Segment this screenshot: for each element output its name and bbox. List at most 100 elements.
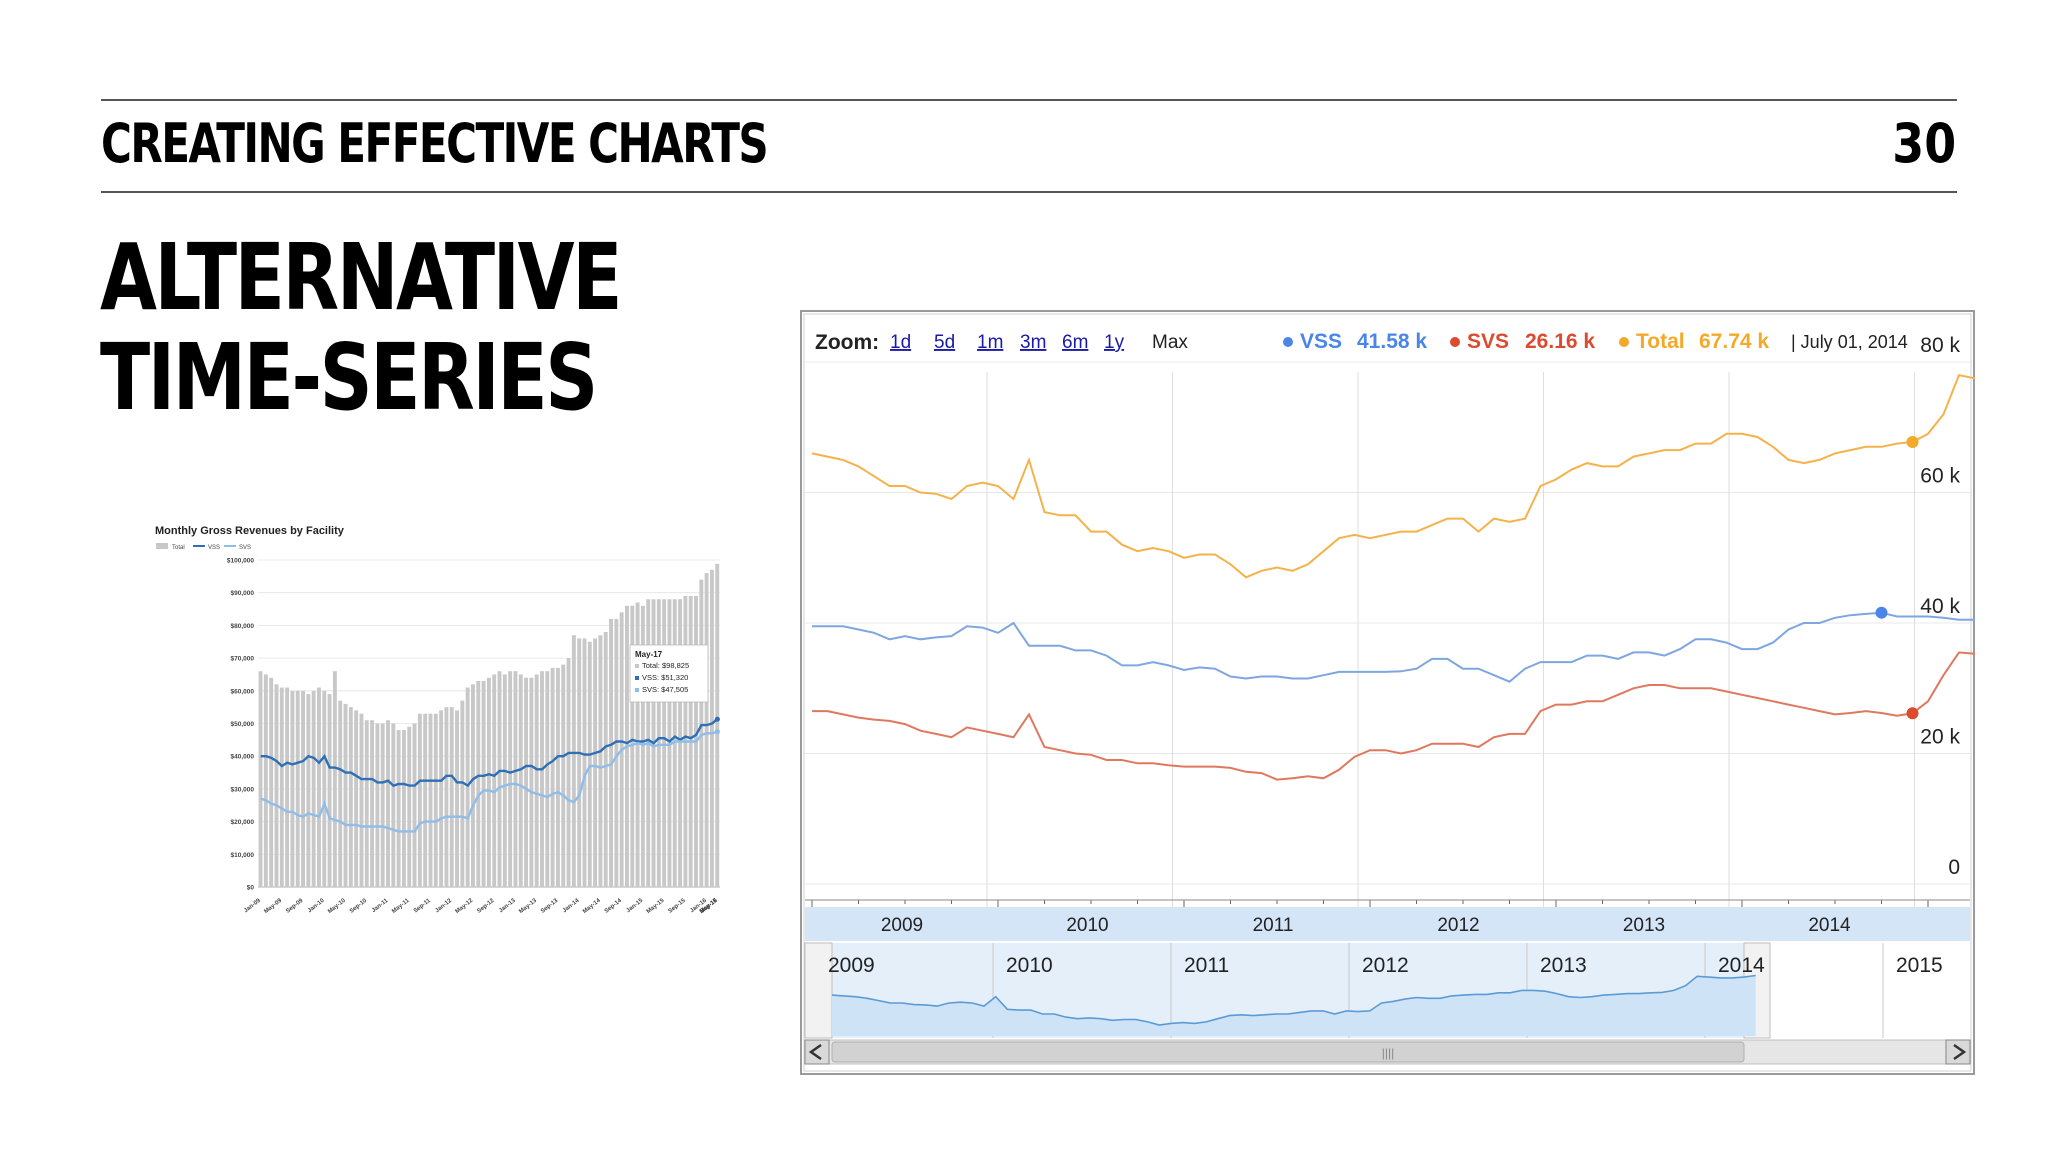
navigator-left-handle[interactable] — [804, 942, 833, 1039]
legend-label-svs: SVS — [1467, 330, 1509, 353]
total-bar — [290, 690, 295, 887]
chevron-left-icon — [808, 1043, 822, 1061]
total-bar — [704, 573, 709, 887]
total-bar — [540, 671, 544, 887]
total-bar — [396, 730, 401, 887]
y-tick-label: $90,000 — [231, 590, 255, 597]
total-bar — [635, 602, 640, 887]
x-tick-label: Sep-11 — [413, 897, 432, 914]
total-bar — [497, 671, 502, 887]
x-axis-labels: 2009 2010 2011 2012 2013 2014 — [881, 915, 1851, 936]
legend-label-total: Total — [172, 545, 185, 551]
legend-value-svs: 26.16 k — [1525, 330, 1595, 353]
scroll-left-button[interactable] — [804, 1039, 830, 1065]
scrollbar-thumb[interactable] — [831, 1041, 1745, 1063]
navigator-scrollbar[interactable]: |||| — [804, 1039, 1971, 1065]
total-bar — [577, 638, 582, 887]
total-bar — [417, 713, 422, 887]
x-tick-label: Jan-15 — [626, 897, 645, 914]
chart-inner-frame — [803, 313, 1972, 1072]
total-bar — [513, 671, 518, 887]
total-bar — [587, 641, 592, 887]
total-bar — [295, 690, 300, 887]
total-bar — [582, 638, 587, 887]
total-bar — [630, 605, 635, 887]
legend-label-vss: VSS — [208, 545, 220, 551]
scroll-left-box[interactable] — [804, 1039, 830, 1065]
y-axis-labels: 0 20 k 40 k 60 k 80 k — [1920, 334, 1960, 879]
total-bar — [471, 684, 475, 887]
navigator-line — [831, 974, 1756, 1026]
zoom-6m-link[interactable]: 6m — [1062, 332, 1088, 353]
zoom-1y-link[interactable]: 1y — [1104, 332, 1125, 353]
total-bar — [428, 713, 433, 887]
x-tick-label: Jan-11 — [371, 897, 390, 914]
scrollbar-grip: |||| — [1382, 1046, 1394, 1060]
y-tick-label: $20,000 — [231, 819, 255, 826]
total-bar — [279, 687, 284, 887]
deck-title: CREATING EFFECTIVE CHARTS — [101, 112, 769, 175]
y-tick-label: $40,000 — [231, 754, 255, 761]
y-tick-label: $30,000 — [231, 786, 255, 793]
zoom-3m-link[interactable]: 3m — [1020, 332, 1046, 353]
y-tick-label: 20 k — [1920, 726, 1960, 749]
zoom-1m-link[interactable]: 1m — [977, 332, 1003, 353]
total-bar — [380, 723, 385, 887]
x-tick-label: May-11 — [391, 897, 411, 914]
legend-label-vss: VSS — [1300, 330, 1342, 353]
scroll-right-box[interactable] — [1945, 1039, 1971, 1065]
total-bar — [423, 713, 428, 887]
hover-date: | July 01, 2014 — [1791, 332, 1908, 352]
y-tick-label: 60 k — [1920, 465, 1960, 488]
tooltip-vss: VSS: $51,320 — [642, 673, 688, 682]
zoom-max-link[interactable]: Max — [1152, 332, 1188, 353]
y-tick-label: $0 — [247, 885, 255, 892]
total-bar — [465, 687, 470, 887]
total-bar — [359, 713, 364, 887]
total-bar — [364, 720, 369, 887]
tooltip: May-17 Total: $98,825 VSS: $51,320 SVS: … — [629, 644, 709, 703]
endpoint-svs — [714, 729, 720, 735]
total-bar — [529, 677, 534, 887]
total-bar — [338, 700, 343, 887]
total-bar — [640, 605, 645, 887]
zoom-controls: 1d 5d 1m 3m 6m 1y Max — [890, 332, 1188, 353]
x-tick-label: May-12 — [455, 897, 475, 915]
x-tick-label: May-13 — [518, 897, 538, 915]
total-bar — [449, 707, 454, 887]
total-bar — [614, 618, 619, 887]
y-tick-label: $50,000 — [231, 721, 255, 728]
slide-title: ALTERNATIVE TIME-SERIES — [100, 228, 623, 428]
year-axis-band — [805, 907, 1970, 941]
zoom-5d-link[interactable]: 5d — [934, 332, 955, 353]
top-rule — [101, 99, 1957, 101]
total-bar — [593, 638, 598, 887]
scroll-right-button[interactable] — [1945, 1039, 1971, 1065]
y-tick-label: $80,000 — [231, 623, 255, 630]
total-bar — [444, 707, 449, 887]
total-bar — [386, 720, 390, 887]
total-bar — [433, 713, 438, 887]
total-bar — [343, 703, 348, 887]
tooltip-swatch-total — [635, 664, 639, 668]
marker-vss — [1875, 606, 1888, 619]
total-bar — [348, 707, 353, 887]
tooltip-box — [629, 644, 709, 703]
range-navigator[interactable]: 2009 2010 2011 2012 2013 2014 2015 — [804, 942, 1970, 1039]
legend-dot-svs — [1450, 337, 1460, 347]
line-svs — [260, 730, 718, 833]
total-bar — [656, 599, 661, 887]
page-number: 30 — [1892, 112, 1956, 175]
total-bar — [327, 694, 332, 887]
total-bar — [598, 635, 603, 887]
x-axis-ticks — [805, 899, 1970, 907]
x-tick-label: May-15 — [646, 897, 666, 915]
zoom-1d-link[interactable]: 1d — [890, 332, 911, 353]
series-line-svs — [812, 651, 1975, 781]
y-tick-label: 40 k — [1920, 595, 1960, 618]
total-bar — [699, 579, 704, 887]
total-bar — [311, 690, 316, 887]
legend-label-total: Total — [1636, 330, 1685, 353]
total-bar — [375, 723, 380, 887]
y-tick-label: 80 k — [1920, 334, 1960, 357]
